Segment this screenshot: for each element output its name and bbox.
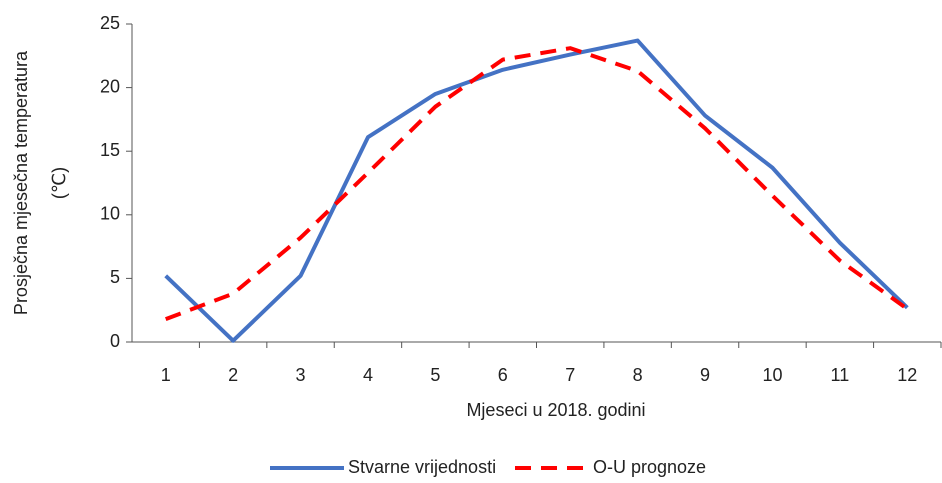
y-tick-label: 10 bbox=[100, 204, 120, 224]
legend-label: Stvarne vrijednosti bbox=[348, 457, 496, 477]
series-line bbox=[164, 38, 909, 343]
y-axis-label: (℃) bbox=[49, 167, 69, 199]
series-line bbox=[165, 46, 909, 321]
y-tick-label: 25 bbox=[100, 13, 120, 33]
x-tick-label: 2 bbox=[228, 365, 238, 385]
y-axis-label: Prosječna mjesečna temperatura bbox=[11, 50, 31, 315]
x-tick-label: 5 bbox=[430, 365, 440, 385]
x-tick-label: 3 bbox=[296, 365, 306, 385]
x-tick-label: 11 bbox=[831, 365, 850, 385]
legend-label: O-U prognoze bbox=[593, 457, 706, 477]
x-tick-label: 4 bbox=[363, 365, 373, 385]
x-tick-label: 8 bbox=[633, 365, 643, 385]
x-tick-label: 12 bbox=[897, 365, 917, 385]
x-tick-label: 7 bbox=[565, 365, 575, 385]
x-tick-label: 1 bbox=[161, 365, 171, 385]
y-tick-label: 0 bbox=[110, 331, 120, 351]
x-axis-label: Mjeseci u 2018. godini bbox=[466, 400, 645, 420]
y-tick-label: 15 bbox=[100, 140, 120, 160]
x-tick-label: 9 bbox=[700, 365, 710, 385]
x-tick-label: 6 bbox=[498, 365, 508, 385]
y-tick-label: 5 bbox=[110, 267, 120, 287]
x-tick-label: 10 bbox=[762, 365, 782, 385]
y-tick-label: 20 bbox=[100, 76, 120, 96]
